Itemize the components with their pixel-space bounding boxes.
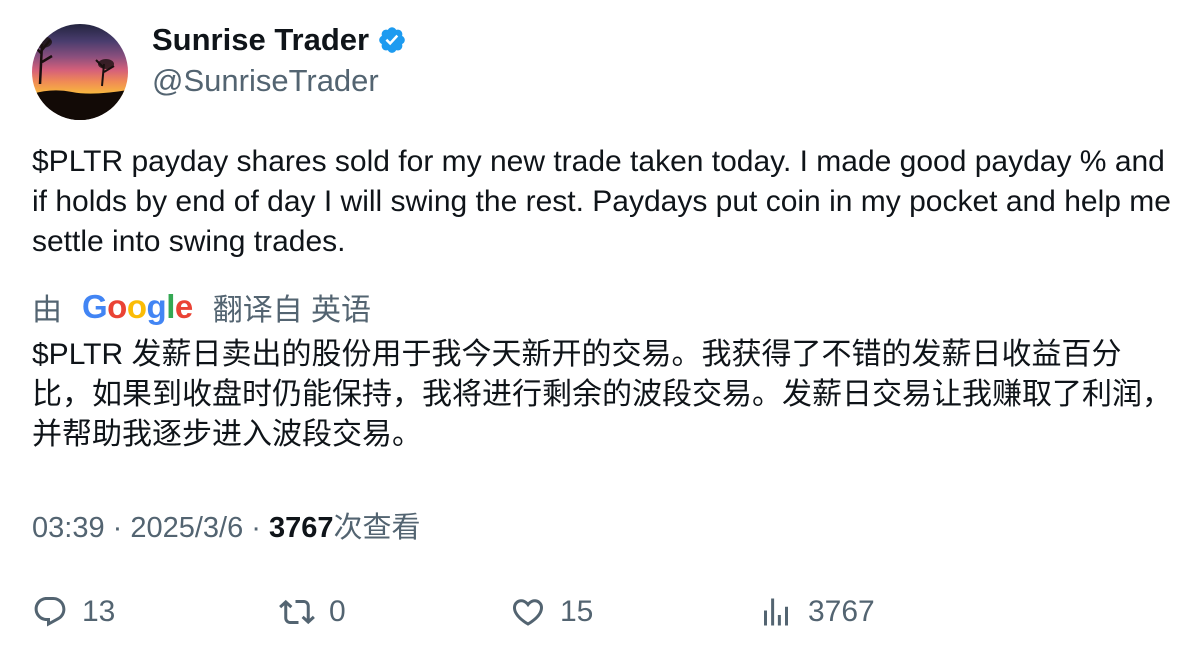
translation-attribution: 由 Google 翻译自 英语 <box>32 286 371 328</box>
like-count: 15 <box>560 595 594 628</box>
verified-badge-icon <box>379 27 405 53</box>
heart-icon <box>512 599 544 626</box>
reply-icon <box>34 597 66 627</box>
author-name[interactable]: Sunrise Trader <box>152 22 407 58</box>
views-action-count: 3767 <box>808 595 875 628</box>
retweet-count: 0 <box>329 595 346 628</box>
translated-text: $PLTR 发薪日卖出的股份用于我今天新开的交易。我获得了不错的发薪日收益百分比… <box>32 338 1172 451</box>
author-handle[interactable]: @SunriseTrader <box>152 63 379 98</box>
google-logo: Google <box>82 288 193 325</box>
retweet-button[interactable]: 0 <box>279 590 346 634</box>
meta-separator: · <box>104 512 131 544</box>
reply-count: 13 <box>82 595 116 628</box>
retweet-icon <box>279 599 315 625</box>
action-bar: 13 0 15 3767 <box>0 590 1196 634</box>
analytics-icon <box>764 598 788 626</box>
meta-separator: · <box>243 512 270 544</box>
tweet-date[interactable]: 2025/3/6 <box>130 512 244 544</box>
tweet-meta: 03:39 · 2025/3/6 · 3767次查看 <box>32 504 421 546</box>
author-name-text[interactable]: Sunrise Trader <box>152 22 370 57</box>
avatar[interactable] <box>32 24 128 120</box>
views-count: 3767 <box>269 512 334 544</box>
reply-button[interactable]: 13 <box>32 590 115 634</box>
views-button[interactable]: 3767 <box>758 590 875 634</box>
translation-prefix: 由 <box>32 294 62 327</box>
tweet-time[interactable]: 03:39 <box>32 512 105 544</box>
views-label: 次查看 <box>333 512 421 544</box>
like-button[interactable]: 15 <box>510 590 593 634</box>
tweet-text: $PLTR payday shares sold for my new trad… <box>32 145 1171 258</box>
translation-suffix: 翻译自 英语 <box>212 294 372 327</box>
sunset-avatar-icon <box>32 36 128 120</box>
